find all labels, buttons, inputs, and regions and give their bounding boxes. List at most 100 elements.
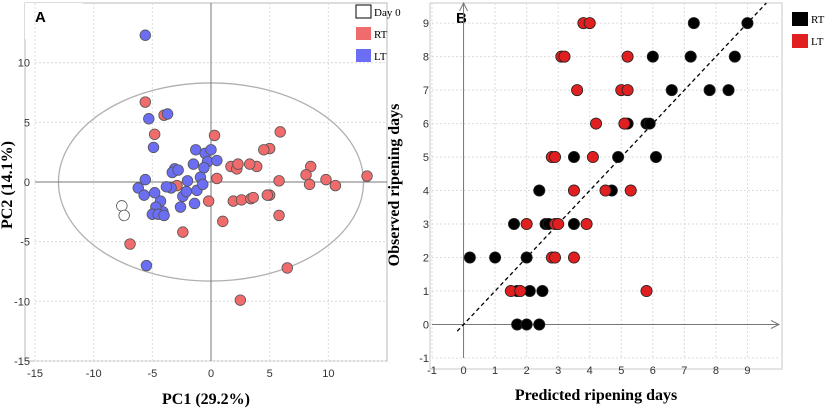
point-rt xyxy=(303,178,316,191)
x-tick-label: 6 xyxy=(650,365,656,377)
y-tick-label: -5 xyxy=(20,237,30,249)
point-day0 xyxy=(116,200,128,212)
x-tick-label: 10 xyxy=(322,368,334,380)
point-rt xyxy=(703,84,716,97)
point-rt xyxy=(261,189,274,201)
y-tick-label: 2 xyxy=(423,253,429,265)
y-tick-label: 8 xyxy=(423,52,429,64)
panel-b-label: B xyxy=(456,10,467,27)
point-lt xyxy=(148,187,161,199)
point-lt xyxy=(567,251,580,264)
y-tick-label: -15 xyxy=(14,356,30,368)
y-tick-label: -1 xyxy=(419,353,429,365)
x-tick-label: -10 xyxy=(86,368,102,380)
point-lt xyxy=(197,178,209,191)
point-lt xyxy=(205,144,217,156)
point-lt xyxy=(160,181,173,193)
point-rt xyxy=(274,126,286,138)
y-tick-label: 5 xyxy=(24,117,30,129)
legend-label-rt: RT xyxy=(374,29,388,41)
y-tick-label: -10 xyxy=(14,296,30,308)
point-rt xyxy=(536,285,549,298)
point-lt xyxy=(161,108,174,120)
x-tick-label: -1 xyxy=(427,365,437,377)
point-rt xyxy=(533,184,546,197)
point-lt xyxy=(618,117,631,130)
x-tick-label: 5 xyxy=(618,365,624,377)
panel-b-axes xyxy=(432,1,781,358)
point-rt xyxy=(211,172,223,185)
point-lt xyxy=(552,218,565,231)
point-lt xyxy=(187,158,200,170)
point-lt xyxy=(143,113,155,125)
point-rt xyxy=(329,179,342,192)
x-tick-label: -5 xyxy=(147,368,157,380)
x-axis-arrow xyxy=(770,320,781,329)
reference-line xyxy=(456,2,767,332)
x-tick-label: 7 xyxy=(681,365,687,377)
point-rt xyxy=(533,318,546,331)
point-rt xyxy=(646,50,659,63)
point-lt xyxy=(621,84,634,97)
point-rt xyxy=(217,215,229,228)
point-lt xyxy=(140,259,153,272)
point-rt xyxy=(244,158,256,170)
y-tick-label: 0 xyxy=(423,320,429,332)
point-rt xyxy=(234,294,247,306)
point-rt xyxy=(258,144,270,156)
point-rt xyxy=(208,129,221,142)
point-rt xyxy=(520,318,533,331)
y-tick-label: 1 xyxy=(423,286,429,298)
point-rt xyxy=(649,151,662,164)
legend-label-lt: LT xyxy=(374,51,387,63)
point-lt xyxy=(549,151,562,164)
point-rt xyxy=(508,218,521,231)
point-rt xyxy=(361,170,373,182)
point-rt xyxy=(722,84,735,97)
point-lt xyxy=(590,117,603,130)
point-lt xyxy=(138,189,150,201)
x-tick-label: 1 xyxy=(492,365,498,377)
legend-swatch-day0 xyxy=(355,4,372,19)
panel-b-xlabel: Predicted ripening days xyxy=(515,387,677,404)
point-rt xyxy=(665,84,678,97)
y-tick-label: 0 xyxy=(24,177,30,189)
x-tick-label: 4 xyxy=(587,365,593,377)
point-lt xyxy=(586,151,599,164)
point-rt xyxy=(320,173,332,186)
y-tick-label: 5 xyxy=(423,152,429,164)
panel-a-xlabel: PC1 (29.2%) xyxy=(162,391,250,408)
panel-a: A -15 -10 -5 0 5 10 -15 -10 -5 0 5 10 PC1 (29.2%) P… xyxy=(0,2,401,408)
panel-a-label-box xyxy=(25,3,83,39)
point-lt xyxy=(624,184,637,197)
point-lt xyxy=(147,141,160,154)
point-lt xyxy=(211,154,223,167)
point-rt xyxy=(300,169,312,181)
point-rt xyxy=(247,191,259,204)
point-rt xyxy=(567,151,580,164)
point-lt xyxy=(198,161,210,174)
legend-swatch-lt-b xyxy=(792,34,808,48)
x-tick-label: 3 xyxy=(555,365,561,377)
x-tick-label: 0 xyxy=(460,365,466,377)
point-rt xyxy=(281,262,293,274)
panel-b-reference-line-group xyxy=(456,2,767,332)
point-lt xyxy=(174,201,187,213)
point-rt xyxy=(202,195,215,207)
legend-swatch-lt xyxy=(356,49,371,62)
point-rt xyxy=(567,218,580,231)
point-lt xyxy=(514,285,527,298)
panel-a-legend: Day 0 RT LT xyxy=(355,4,401,63)
point-lt xyxy=(188,197,201,210)
point-lt xyxy=(520,218,533,231)
y-tick-label: 4 xyxy=(423,186,429,198)
point-rt xyxy=(728,50,741,63)
point-rt xyxy=(235,194,248,206)
legend-swatch-rt xyxy=(356,27,371,40)
legend-label-rt-b: RT xyxy=(811,14,825,26)
point-lt xyxy=(139,173,151,186)
point-lt xyxy=(558,50,571,63)
point-lt xyxy=(181,175,194,187)
point-rt xyxy=(520,251,533,264)
